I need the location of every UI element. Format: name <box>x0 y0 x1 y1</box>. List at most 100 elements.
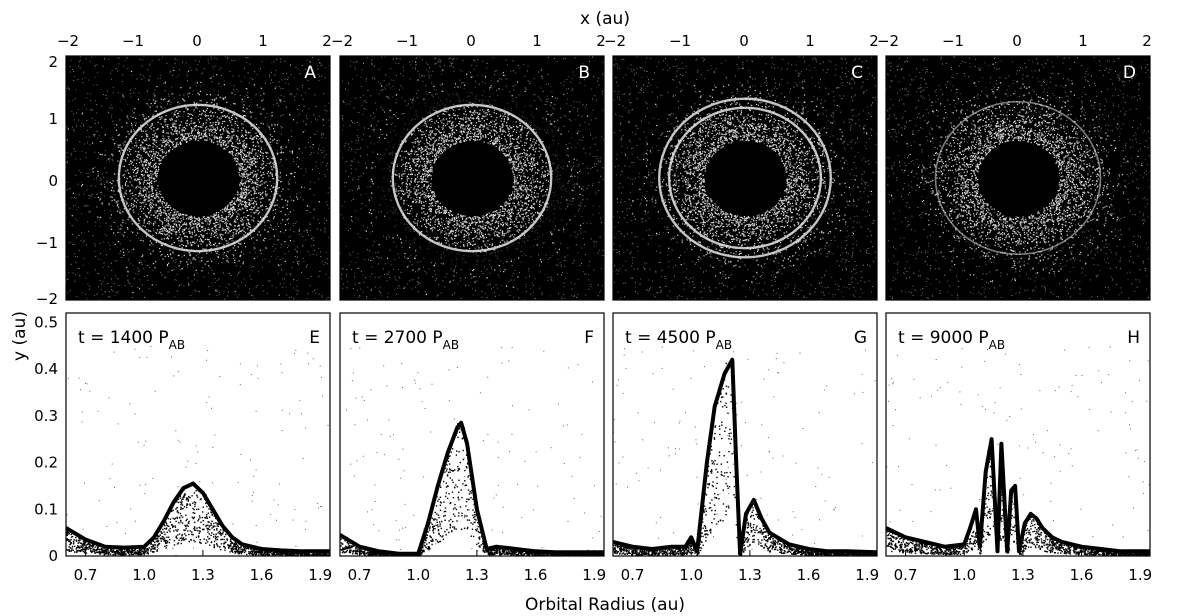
disc-particle <box>189 113 191 115</box>
x-tick-label: −1 <box>122 32 144 50</box>
particle-dot <box>281 269 282 271</box>
particle-dot <box>342 217 344 219</box>
particle-dot <box>122 74 124 76</box>
disc-particle <box>152 137 154 139</box>
particle-dot <box>182 267 184 269</box>
particle-dot <box>221 271 223 273</box>
disc-particle <box>247 151 249 154</box>
particle-dot <box>127 281 129 283</box>
disc-particle <box>164 202 166 204</box>
particle-dot <box>76 124 78 126</box>
particle-dot <box>266 292 268 294</box>
particle-dot <box>101 289 102 291</box>
disc-particle <box>229 136 231 138</box>
particle-dot <box>98 286 99 288</box>
particle-dot <box>97 157 99 159</box>
particle-dot <box>96 84 98 86</box>
particle-dot <box>199 260 201 262</box>
particle-dot <box>181 256 183 258</box>
particle-dot <box>72 272 74 274</box>
disc-particle <box>227 131 229 134</box>
disc-particle <box>212 222 215 225</box>
particle-dot <box>265 247 266 249</box>
disc-particle <box>240 169 242 171</box>
disc-particle <box>242 176 244 178</box>
particle-dot <box>486 215 488 217</box>
particle-dot <box>309 222 311 224</box>
particle-dot <box>215 65 217 67</box>
particle-dot <box>272 111 274 113</box>
particle-dot <box>218 254 220 256</box>
disc-particle <box>262 157 264 159</box>
particle-dot <box>289 196 291 198</box>
particle-dot <box>313 217 315 219</box>
disc-particle <box>178 224 180 226</box>
disc-particle <box>203 230 205 232</box>
particle-dot <box>221 97 223 99</box>
disc-particle <box>227 206 229 208</box>
particle-dot <box>160 140 162 141</box>
disc-particle <box>134 108 136 110</box>
particle-dot <box>75 197 77 199</box>
particle-dot <box>579 208 581 210</box>
particle-dot <box>119 232 121 234</box>
disc-particle <box>140 187 142 189</box>
disc-particle <box>122 95 124 97</box>
particle-dot <box>124 59 126 61</box>
particle-dot <box>238 75 240 77</box>
particle-dot <box>153 230 155 232</box>
disc-particle <box>232 214 234 216</box>
disc-particle <box>166 204 168 206</box>
particle-dot <box>309 230 311 232</box>
disc-particle <box>145 139 147 141</box>
disc-particle <box>198 133 200 135</box>
disc-particle <box>260 205 262 207</box>
particle-dot <box>128 154 129 156</box>
disc-particle <box>160 159 162 161</box>
particle-dot <box>263 148 265 150</box>
particle-dot <box>187 93 188 95</box>
disc-particle <box>143 174 145 176</box>
particle-dot <box>250 98 252 100</box>
disc-particle <box>222 229 224 231</box>
disc-particle <box>236 149 238 151</box>
particle-dot <box>180 269 182 271</box>
disc-particle <box>138 186 140 188</box>
particle-dot <box>263 167 265 169</box>
particle-dot <box>197 64 199 65</box>
disc-particle <box>249 166 251 168</box>
disc-particle <box>226 209 228 211</box>
disc-particle <box>192 114 194 116</box>
disc-particle <box>220 144 222 146</box>
disc-particle <box>161 144 163 146</box>
particle-dot <box>316 289 318 290</box>
particle-dot <box>194 289 196 291</box>
disc-particle <box>263 93 265 95</box>
disc-particle <box>134 166 136 168</box>
particle-dot <box>242 222 244 224</box>
particle-dot <box>490 266 492 268</box>
disc-particle <box>269 188 271 190</box>
particle-dot <box>571 200 573 202</box>
particle-dot <box>395 183 397 184</box>
particle-dot <box>321 75 323 77</box>
particle-dot <box>348 190 350 192</box>
disc-particle <box>266 194 268 196</box>
particle-dot <box>123 144 125 146</box>
disc-particle <box>241 123 243 125</box>
particle-dot <box>309 224 311 225</box>
particle-dot <box>573 101 575 102</box>
particle-dot <box>435 262 437 264</box>
disc-particle <box>166 229 168 232</box>
particle-dot <box>596 80 598 82</box>
disc-particle <box>261 198 263 200</box>
disc-particle <box>172 230 174 232</box>
disc-particle <box>212 126 214 128</box>
disc-particle <box>174 228 176 230</box>
particle-dot <box>250 229 252 230</box>
disc-particle <box>226 207 228 209</box>
disc-particle <box>152 194 154 197</box>
particle-dot <box>245 121 247 122</box>
disc-particle <box>149 170 151 172</box>
particle-dot <box>190 295 192 296</box>
